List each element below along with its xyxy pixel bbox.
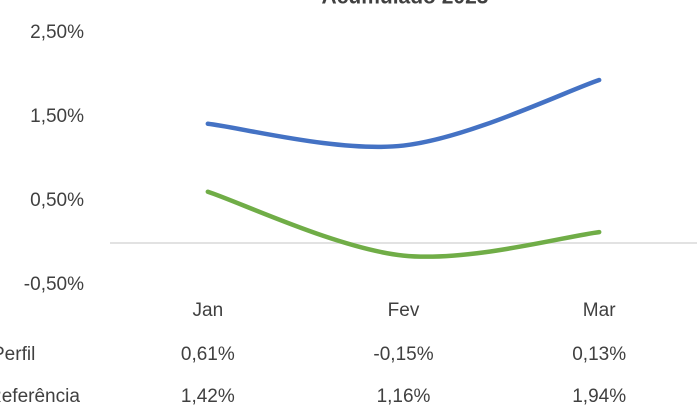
data-table-value: 1,94% [572, 386, 626, 407]
y-tick-label: 2,50% [30, 22, 84, 43]
table-row-label: Referência [0, 386, 80, 407]
x-tick-label: Jan [193, 300, 224, 321]
y-tick-label: -0,50% [24, 274, 84, 295]
y-tick-label: 1,50% [30, 106, 84, 127]
data-table-value: 0,61% [181, 344, 235, 365]
data-table-value: -0,15% [373, 344, 433, 365]
y-tick-label: 0,50% [30, 190, 84, 211]
chart-title: Acumulado 2023 [322, 0, 489, 9]
line-series [205, 189, 602, 259]
data-table-value: 0,13% [572, 344, 626, 365]
data-table-value: 1,16% [377, 386, 431, 407]
data-table-value: 1,42% [181, 386, 235, 407]
x-tick-label: Fev [388, 300, 420, 321]
line-series [205, 77, 602, 150]
x-tick-label: Mar [583, 300, 616, 321]
table-row-label: Perfil [0, 344, 35, 365]
